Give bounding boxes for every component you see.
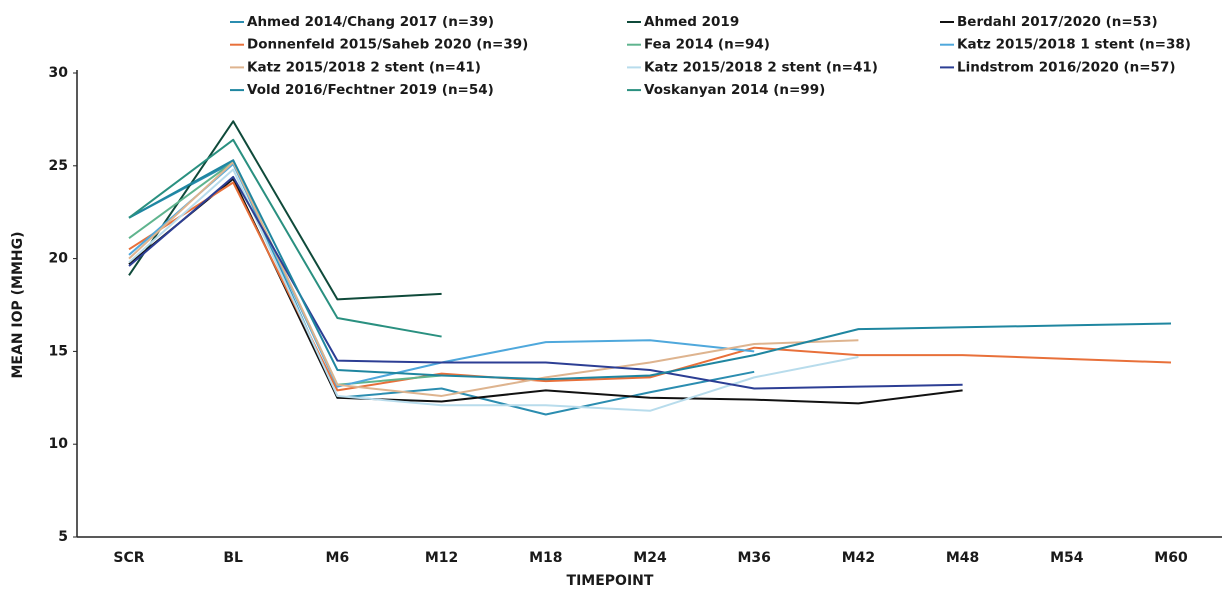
y-tick-label: 15 [49,343,68,359]
series-line [128,120,442,301]
y-tick-label: 30 [49,65,69,81]
y-tick-label: 20 [49,251,69,267]
x-tick-label: SCR [113,550,144,566]
series-line [128,161,859,397]
x-tick-label: M60 [1154,550,1188,566]
series-line [128,181,1172,392]
x-tick-label: M42 [842,550,875,566]
legend-label: Donnenfeld 2015/Saheb 2020 (n=39) [247,37,528,53]
legend-label: Ahmed 2014/Chang 2017 (n=39) [247,14,494,30]
y-tick-label: 25 [49,158,68,174]
series-line [128,175,963,390]
legend-label: Katz 2015/2018 2 stent (n=41) [644,59,878,75]
x-tick-label: M24 [633,550,667,566]
x-tick-label: BL [223,550,243,566]
series-line [128,161,755,416]
x-tick-label: M12 [425,550,458,566]
y-tick-label: 10 [49,436,69,452]
legend-label: Lindstrom 2016/2020 (n=57) [957,59,1176,75]
x-axis-label: TIMEPOINT [567,573,654,589]
x-tick-label: M6 [326,550,350,566]
x-tick-label: M48 [946,550,979,566]
y-tick-label: 5 [58,529,68,545]
x-tick-label: M36 [737,550,770,566]
legend-label: Voskanyan 2014 (n=99) [644,82,825,98]
legend-label: Katz 2015/2018 2 stent (n=41) [247,59,481,75]
legend-label: Vold 2016/Fechtner 2019 (n=54) [247,82,494,98]
legend-label: Fea 2014 (n=94) [644,37,770,53]
series-line [128,162,755,388]
x-tick-label: M18 [529,550,562,566]
series-line [128,138,442,338]
legend-label: Ahmed 2019 [644,14,739,30]
series-line [128,168,859,412]
legend-label: Katz 2015/2018 1 stent (n=38) [957,37,1191,53]
series-line [128,159,1172,381]
legend: Ahmed 2014/Chang 2017 (n=39) Ahmed 2019 Be… [230,14,1191,98]
legend-label: Berdahl 2017/2020 (n=53) [957,14,1158,30]
y-axis-label: MEAN IOP (MMHG) [10,231,26,378]
x-tick-label: M54 [1050,550,1084,566]
